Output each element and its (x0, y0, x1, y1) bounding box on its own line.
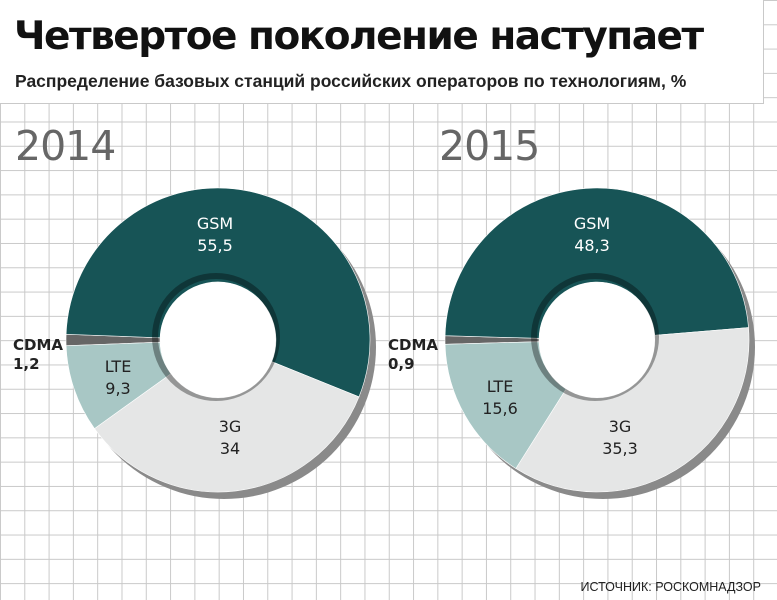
hole-shadow (152, 273, 280, 401)
slice-label-cdma: CDMA (13, 336, 63, 354)
chart-year-title: 2015 (439, 122, 539, 170)
slice-label-gsm: GSM (197, 214, 233, 233)
slice-value-lte: 15,6 (482, 399, 518, 418)
slice-label-lte: LTE (105, 357, 132, 376)
slice-label-lte: LTE (487, 377, 514, 396)
slice-label-cdma: CDMA (388, 336, 438, 354)
slice-label-gsm: GSM (574, 214, 610, 233)
slice-value-lte: 9,3 (105, 379, 130, 398)
hole-shadow (531, 273, 659, 401)
chart-year-title: 2014 (15, 122, 115, 170)
slice-value-3g: 35,3 (602, 439, 638, 458)
source-note: ИСТОЧНИК: РОСКОМНАДЗОР (580, 580, 762, 594)
header-panel: Четвертое поколение наступает Распределе… (0, 0, 764, 104)
chart-title: Четвертое поколение наступает (14, 14, 704, 59)
donut-hole (160, 282, 276, 398)
slice-value-3g: 34 (220, 439, 240, 458)
slice-label-3g: 3G (219, 417, 242, 436)
donut-hole (539, 282, 655, 398)
slice-value-gsm: 55,5 (197, 236, 233, 255)
slice-label-3g: 3G (609, 417, 632, 436)
slice-value-cdma: 1,2 (13, 355, 40, 373)
slice-value-cdma: 0,9 (388, 355, 415, 373)
chart-subtitle: Распределение базовых станций российских… (15, 71, 687, 91)
slice-value-gsm: 48,3 (574, 236, 610, 255)
